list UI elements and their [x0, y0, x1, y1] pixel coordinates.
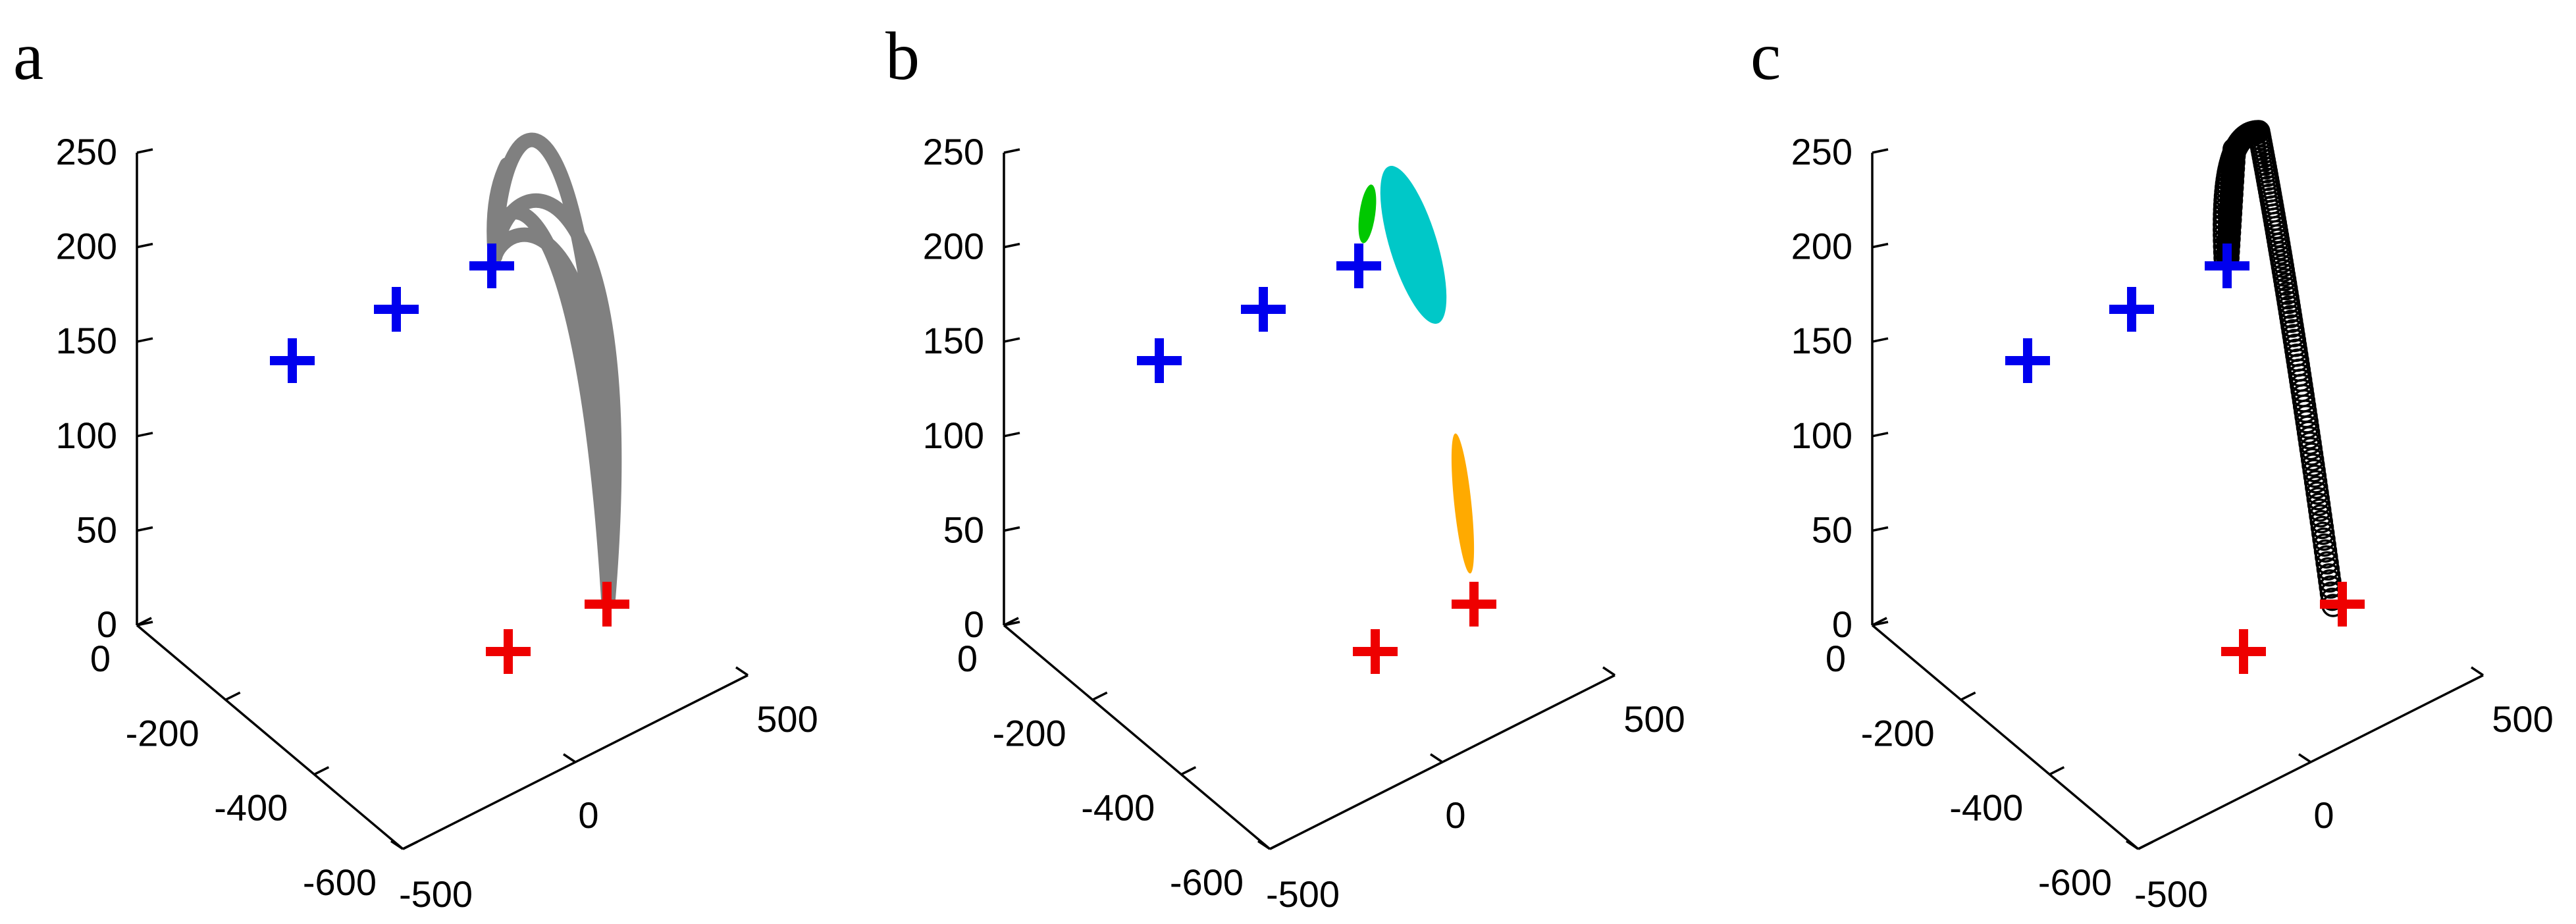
z-tick-label: 200 — [923, 226, 984, 267]
ellipse-cyan — [1380, 165, 1447, 324]
x-tick-mark — [2126, 840, 2139, 850]
y-tick-label: -600 — [1170, 861, 1244, 903]
z-tick-label: 0 — [97, 603, 117, 645]
z-tick-label: 100 — [56, 415, 117, 456]
panel-c-label: c — [1750, 18, 1781, 94]
z-tick-mark — [1003, 148, 1020, 154]
y-tick-mark — [1872, 617, 1887, 627]
panel-a: a 0 50 100 150 200 250 0 -200 -400 -600 -500 0 500 — [13, 18, 818, 915]
panel-a-series — [270, 132, 629, 674]
y-axis-line — [1003, 624, 1271, 850]
x-tick-mark — [1430, 753, 1443, 763]
y-tick-label: 0 — [1826, 638, 1846, 679]
ellipse-green — [1358, 184, 1377, 244]
y-tick-label: 0 — [957, 638, 978, 679]
y-tick-mark — [224, 691, 241, 701]
x-tick-mark — [735, 666, 749, 677]
y-tick-label: -200 — [126, 712, 199, 754]
z-tick-mark — [136, 526, 153, 532]
panel-a-label: a — [13, 18, 43, 94]
panel-c-series — [2005, 120, 2365, 674]
z-tick-mark — [136, 242, 153, 249]
x-tick-mark — [1602, 666, 1616, 677]
panel-c: c 0 50 100 150 200 250 0 -200 -400 -600 -500 0 500 — [1750, 18, 2554, 915]
z-tick-mark — [1872, 242, 1889, 249]
x-tick-label: -500 — [399, 873, 473, 915]
y-tick-mark — [313, 766, 330, 776]
x-tick-mark — [2298, 753, 2311, 763]
z-tick-label: 50 — [76, 509, 117, 550]
x-tick-label: -500 — [1266, 873, 1340, 915]
y-tick-label: -200 — [1861, 712, 1935, 754]
ellipse-orange — [1451, 433, 1475, 574]
z-tick-mark — [1003, 242, 1020, 249]
y-tick-label: -600 — [2038, 861, 2112, 903]
x-tick-label: 0 — [2313, 794, 2334, 836]
z-tick-label: 100 — [923, 415, 984, 456]
z-tick-mark — [1003, 337, 1020, 343]
z-tick-mark — [136, 432, 153, 438]
z-tick-mark — [1872, 148, 1889, 154]
z-tick-label: 150 — [923, 320, 984, 361]
panel-b-label: b — [885, 18, 920, 94]
z-tick-label: 200 — [56, 226, 117, 267]
z-tick-label: 250 — [1791, 131, 1853, 172]
y-axis-line — [1871, 624, 2140, 850]
trajectory-3 — [488, 227, 616, 606]
z-tick-mark — [1003, 432, 1020, 438]
y-axis-line — [136, 624, 404, 850]
y-tick-label: 0 — [90, 638, 111, 679]
y-tick-mark — [1003, 617, 1019, 627]
panel-b-axes: 0 50 100 150 200 250 0 -200 -400 -600 -500 0 500 — [923, 131, 1685, 915]
z-tick-mark — [1872, 432, 1889, 438]
z-tick-mark — [1872, 337, 1889, 343]
panel-c-axes: 0 50 100 150 200 250 0 -200 -400 -600 -500 0 500 — [1791, 131, 2554, 915]
z-tick-mark — [136, 148, 153, 154]
z-tick-label: 250 — [56, 131, 117, 172]
z-tick-mark — [1872, 526, 1889, 532]
y-tick-label: -400 — [1081, 787, 1155, 829]
y-tick-mark — [136, 617, 152, 627]
z-tick-mark — [136, 337, 153, 343]
y-tick-mark — [1091, 691, 1108, 701]
y-tick-mark — [1269, 840, 1285, 850]
y-tick-label: -400 — [214, 787, 288, 829]
x-tick-label: 500 — [1623, 698, 1685, 740]
x-tick-label: 0 — [1445, 794, 1465, 836]
y-tick-mark — [2138, 840, 2153, 850]
x-tick-label: -500 — [2134, 873, 2208, 915]
y-tick-mark — [402, 840, 418, 850]
x-tick-label: 500 — [2492, 698, 2553, 740]
z-tick-label: 0 — [964, 603, 984, 645]
x-tick-mark — [1257, 840, 1271, 850]
y-tick-mark — [1960, 691, 1976, 701]
panel-b-series — [1137, 165, 1496, 674]
x-tick-mark — [563, 753, 576, 763]
y-tick-label: -400 — [1949, 787, 2023, 829]
z-tick-label: 200 — [1791, 226, 1853, 267]
z-tick-label: 100 — [1791, 415, 1853, 456]
y-tick-label: -200 — [993, 712, 1066, 754]
panel-b: b 0 50 100 150 200 250 0 -200 -400 -600 -500 0 500 — [885, 18, 1685, 915]
z-tick-label: 150 — [1791, 320, 1853, 361]
x-tick-mark — [2471, 666, 2484, 677]
trajectory-root — [486, 157, 514, 264]
x-tick-label: 500 — [756, 698, 818, 740]
y-tick-mark — [1180, 766, 1197, 776]
z-tick-label: 150 — [56, 320, 117, 361]
y-tick-mark — [2049, 766, 2065, 776]
z-tick-label: 0 — [1832, 603, 1853, 645]
x-tick-mark — [390, 840, 404, 850]
trajectory-circle-dense — [2222, 138, 2246, 161]
panel-a-axes: 0 50 100 150 200 250 0 -200 -400 -600 -500 0 500 — [56, 131, 818, 915]
y-tick-label: -600 — [303, 861, 377, 903]
z-tick-label: 250 — [923, 131, 984, 172]
z-tick-label: 50 — [1812, 509, 1853, 550]
x-tick-label: 0 — [578, 794, 598, 836]
z-tick-mark — [1003, 526, 1020, 532]
z-tick-label: 50 — [943, 509, 984, 550]
